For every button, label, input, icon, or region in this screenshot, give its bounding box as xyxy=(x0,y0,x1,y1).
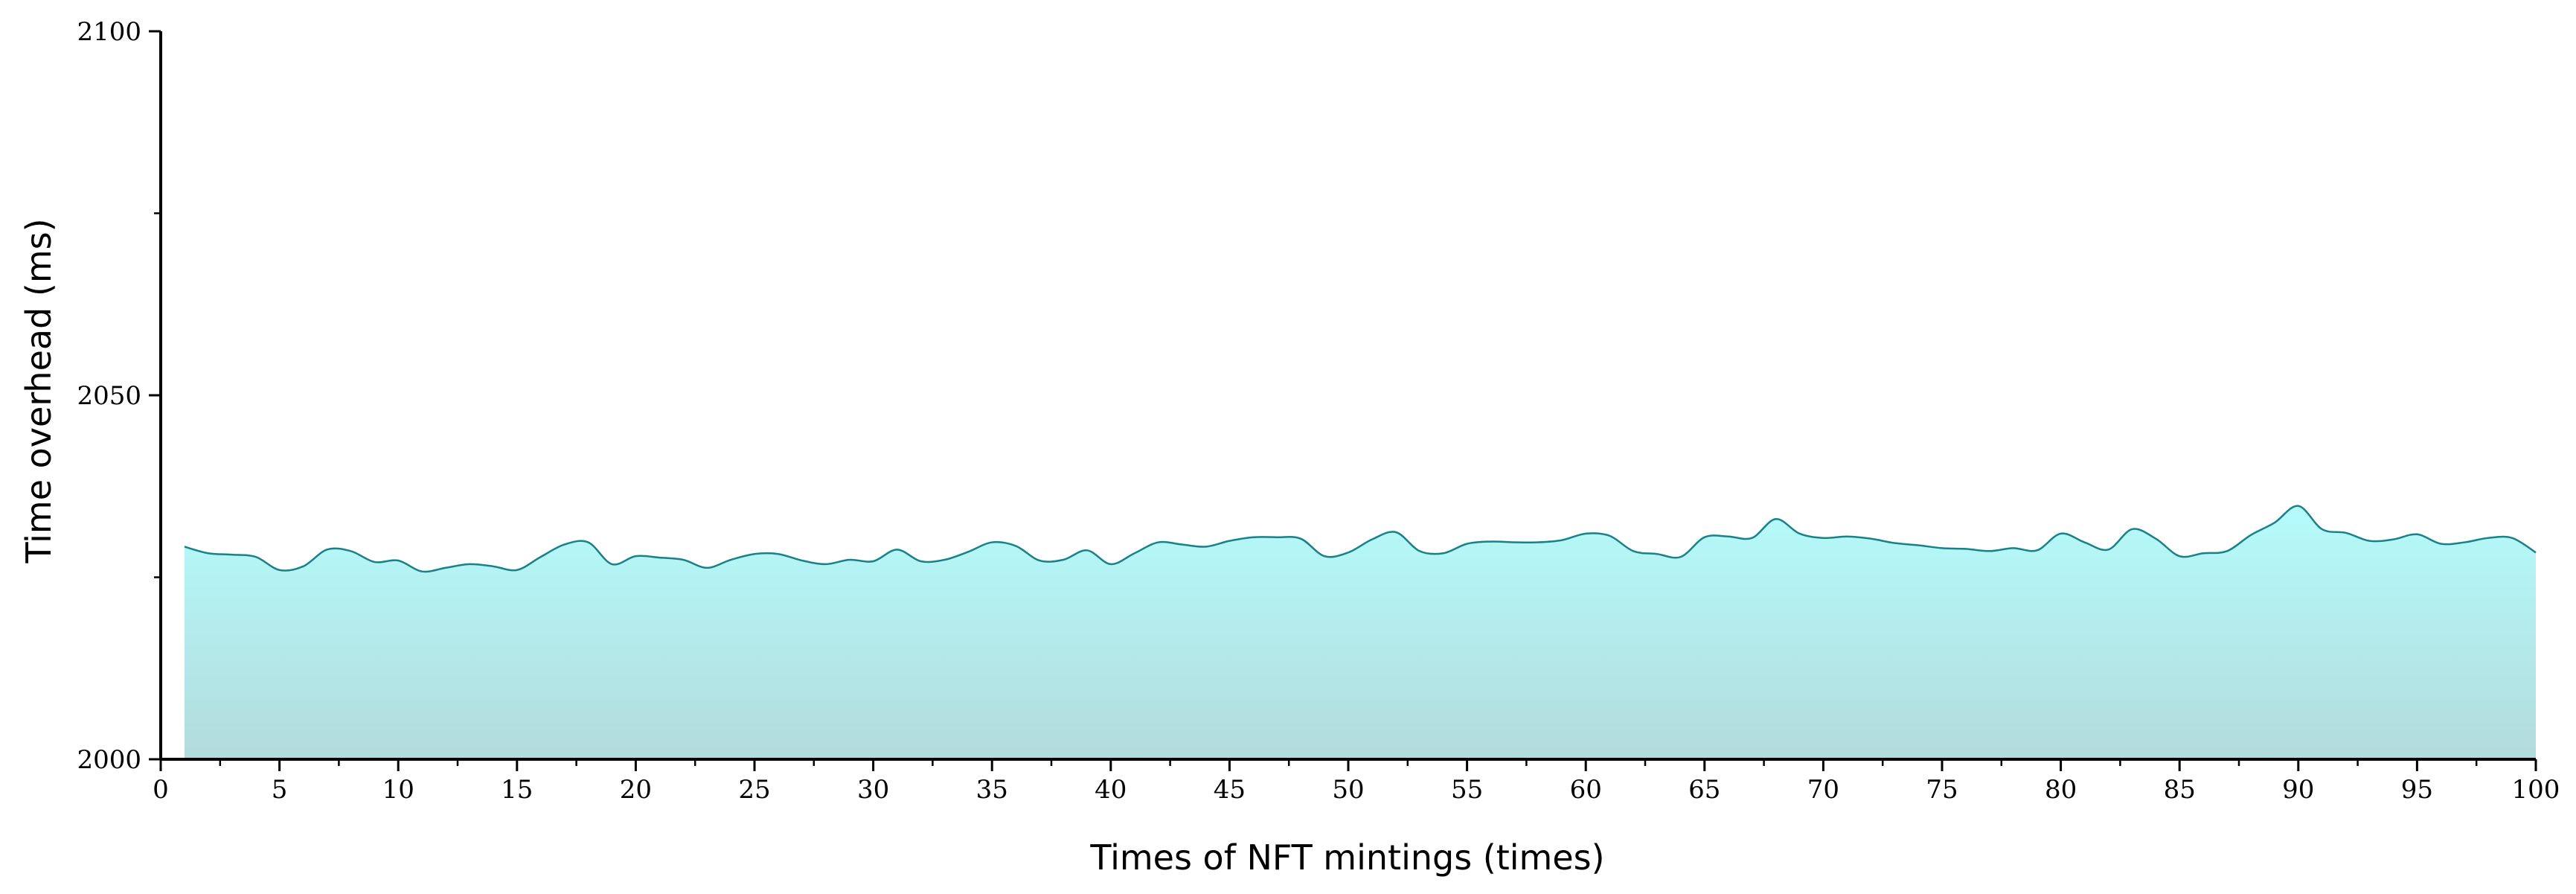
area-fill xyxy=(184,505,2537,759)
x-tick-label: 85 xyxy=(2164,775,2196,805)
x-axis-title: Times of NFT mintings (times) xyxy=(1089,837,1604,878)
x-tick-label: 5 xyxy=(272,775,288,805)
y-axis-title: Time overhead (ms) xyxy=(19,218,59,563)
x-tick-label: 10 xyxy=(382,775,414,805)
x-tick-label: 50 xyxy=(1332,775,1364,805)
x-tick-label: 95 xyxy=(2401,775,2433,805)
x-tick-label: 65 xyxy=(1688,775,1720,805)
x-tick-label: 25 xyxy=(738,775,770,805)
x-tick-label: 55 xyxy=(1451,775,1483,805)
x-tick-label: 70 xyxy=(1807,775,1839,805)
x-tick-label: 90 xyxy=(2282,775,2314,805)
x-tick-label: 20 xyxy=(620,775,652,805)
x-axis-ticks: 0 5 10 15 20 25 30 35 40 45 50 55 60 65 70 75 80 85 90 95 10… xyxy=(153,759,2560,805)
y-tick-label: 2050 xyxy=(77,381,141,411)
x-tick-label: 60 xyxy=(1570,775,1602,805)
x-tick-label: 0 xyxy=(153,775,169,805)
x-tick-label: 75 xyxy=(1926,775,1958,805)
x-tick-label: 15 xyxy=(501,775,533,805)
x-tick-label: 40 xyxy=(1095,775,1127,805)
x-tick-label: 45 xyxy=(1214,775,1246,805)
x-tick-label: 30 xyxy=(857,775,889,805)
y-tick-label: 2100 xyxy=(77,17,141,47)
x-tick-label: 100 xyxy=(2512,775,2560,805)
y-tick-label: 2000 xyxy=(77,745,141,775)
x-tick-label: 80 xyxy=(2045,775,2077,805)
series-line xyxy=(184,505,2537,573)
y-axis-ticks: 2000 2050 2100 xyxy=(77,17,161,775)
x-tick-label: 35 xyxy=(976,775,1008,805)
